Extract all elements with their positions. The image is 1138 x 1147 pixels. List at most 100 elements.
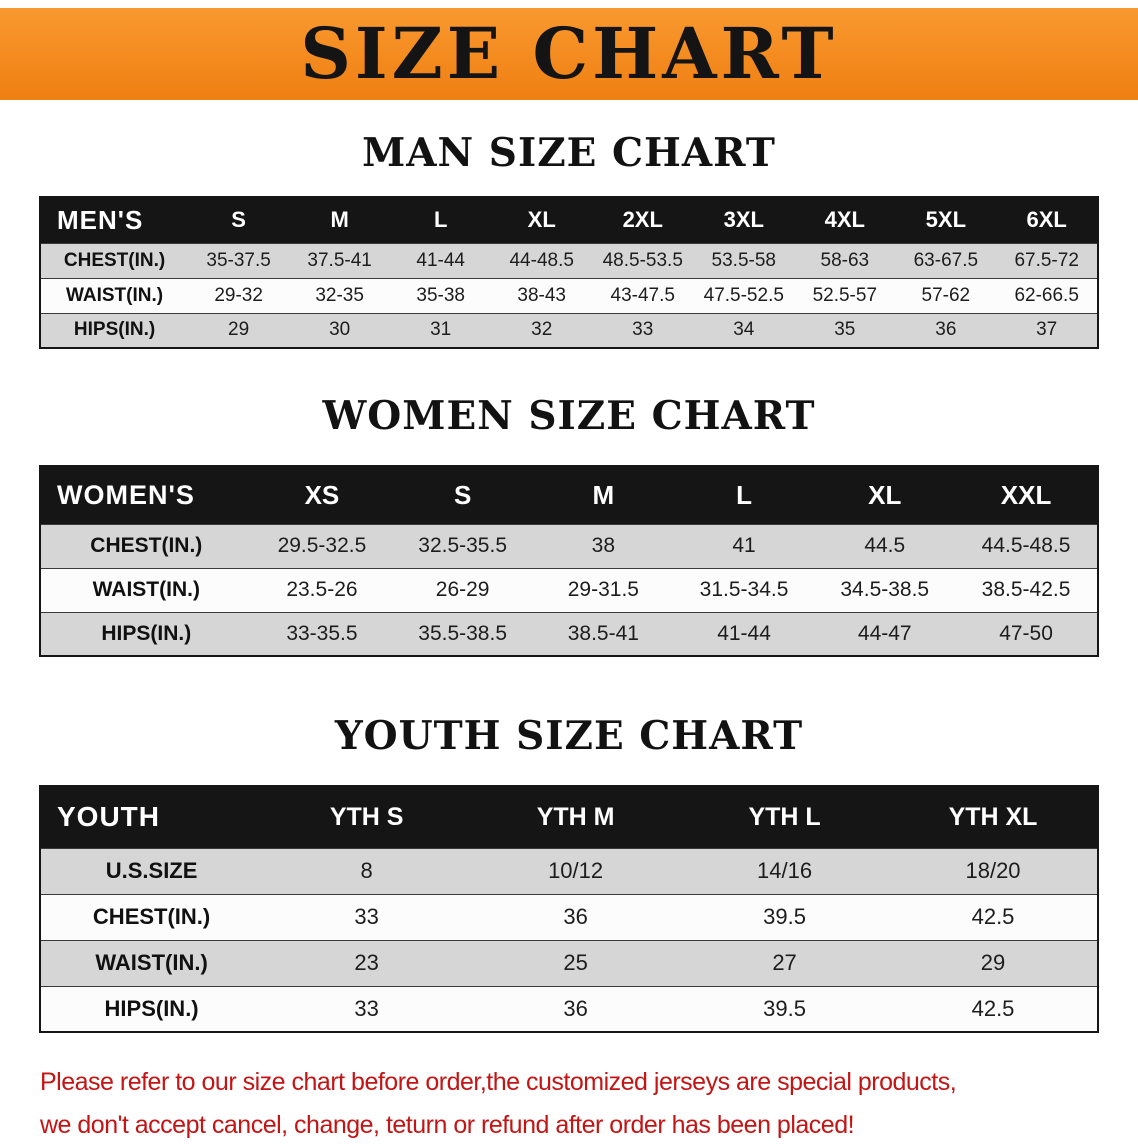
women-section-heading: WOMEN SIZE CHART xyxy=(322,393,816,439)
table-row-chest: CHEST(IN.) 29.5-32.5 32.5-35.5 38 41 44.… xyxy=(40,523,1098,568)
page-title: SIZE CHART xyxy=(300,12,838,95)
table-cell: 42.5 xyxy=(889,893,1098,940)
row-label: HIPS(IN.) xyxy=(40,312,189,348)
size-column-header: L xyxy=(673,466,815,524)
row-label: WAIST(IN.) xyxy=(40,567,252,612)
table-cell: 33-35.5 xyxy=(251,611,393,656)
table-cell: 29 xyxy=(889,939,1098,986)
table-cell: 29 xyxy=(188,312,290,348)
table-cell: 62-66.5 xyxy=(996,277,1098,313)
table-cell: 44.5 xyxy=(814,523,956,568)
table-cell: 25 xyxy=(471,939,681,986)
table-cell: 47-50 xyxy=(955,611,1098,656)
table-cell: 47.5-52.5 xyxy=(693,277,795,313)
banner: SIZE CHART xyxy=(0,8,1138,100)
size-column-header: 2XL xyxy=(592,197,694,243)
table-row-hips: HIPS(IN.) 33-35.5 35.5-38.5 38.5-41 41-4… xyxy=(40,611,1098,656)
table-cell: 37 xyxy=(996,312,1098,348)
table-cell: 44-47 xyxy=(814,611,956,656)
table-row-waist: WAIST(IN.) 29-32 32-35 35-38 38-43 43-47… xyxy=(40,277,1098,313)
table-cell: 32-35 xyxy=(289,277,391,313)
women-table-header-row: WOMEN'S XS S M L XL XXL xyxy=(40,466,1098,524)
table-row-hips: HIPS(IN.) 29 30 31 32 33 34 35 36 37 xyxy=(40,312,1098,348)
table-cell: 27 xyxy=(680,939,890,986)
table-cell: 37.5-41 xyxy=(289,242,391,278)
table-cell: 34.5-38.5 xyxy=(814,567,956,612)
size-column-header: YTH S xyxy=(262,786,472,848)
size-column-header: YTH L xyxy=(680,786,890,848)
table-cell: 38.5-41 xyxy=(533,611,674,656)
table-cell: 35-38 xyxy=(390,277,492,313)
table-cell: 58-63 xyxy=(794,242,896,278)
row-label: WAIST(IN.) xyxy=(40,277,189,313)
table-cell: 23.5-26 xyxy=(251,567,393,612)
row-label: CHEST(IN.) xyxy=(40,242,189,278)
size-column-header: XL xyxy=(491,197,593,243)
table-cell: 29.5-32.5 xyxy=(251,523,393,568)
table-row-us-size: U.S.SIZE 8 10/12 14/16 18/20 xyxy=(40,847,1098,894)
women-size-table: WOMEN'S XS S M L XL XXL CHEST(IN.) 29.5-… xyxy=(39,465,1099,657)
table-cell: 18/20 xyxy=(889,847,1098,894)
table-cell: 32 xyxy=(491,312,593,348)
table-cell: 26-29 xyxy=(392,567,533,612)
women-table-corner-label: WOMEN'S xyxy=(40,466,252,524)
table-cell: 29-31.5 xyxy=(533,567,674,612)
disclaimer-line-1: Please refer to our size chart before or… xyxy=(40,1068,957,1096)
table-cell: 30 xyxy=(289,312,391,348)
size-column-header: 3XL xyxy=(693,197,795,243)
table-cell: 29-32 xyxy=(188,277,290,313)
table-cell: 38.5-42.5 xyxy=(955,567,1098,612)
row-label: WAIST(IN.) xyxy=(40,939,263,986)
size-column-header: 5XL xyxy=(895,197,997,243)
table-cell: 36 xyxy=(895,312,997,348)
row-label: CHEST(IN.) xyxy=(40,893,263,940)
size-column-header: XL xyxy=(814,466,956,524)
table-cell: 44.5-48.5 xyxy=(955,523,1098,568)
table-cell: 31.5-34.5 xyxy=(673,567,815,612)
table-row-chest: CHEST(IN.) 35-37.5 37.5-41 41-44 44-48.5… xyxy=(40,242,1098,278)
size-column-header: 6XL xyxy=(996,197,1098,243)
table-row-hips: HIPS(IN.) 33 36 39.5 42.5 xyxy=(40,985,1098,1032)
size-column-header: M xyxy=(533,466,674,524)
youth-table-corner-label: YOUTH xyxy=(40,786,263,848)
table-row-waist: WAIST(IN.) 23.5-26 26-29 29-31.5 31.5-34… xyxy=(40,567,1098,612)
table-cell: 33 xyxy=(262,893,472,940)
table-cell: 10/12 xyxy=(471,847,681,894)
table-row-chest: CHEST(IN.) 33 36 39.5 42.5 xyxy=(40,893,1098,940)
table-cell: 57-62 xyxy=(895,277,997,313)
table-cell: 14/16 xyxy=(680,847,890,894)
row-label: U.S.SIZE xyxy=(40,847,263,894)
table-cell: 34 xyxy=(693,312,795,348)
men-size-table: MEN'S S M L XL 2XL 3XL 4XL 5XL 6XL CHEST… xyxy=(39,196,1099,349)
row-label: CHEST(IN.) xyxy=(40,523,252,568)
men-section-heading: MAN SIZE CHART xyxy=(362,130,776,176)
size-column-header: YTH M xyxy=(471,786,681,848)
table-cell: 67.5-72 xyxy=(996,242,1098,278)
table-cell: 35 xyxy=(794,312,896,348)
size-column-header: XS xyxy=(251,466,393,524)
men-table-header-row: MEN'S S M L XL 2XL 3XL 4XL 5XL 6XL xyxy=(40,197,1098,243)
table-cell: 32.5-35.5 xyxy=(392,523,533,568)
row-label: HIPS(IN.) xyxy=(40,611,252,656)
table-cell: 53.5-58 xyxy=(693,242,795,278)
size-column-header: S xyxy=(392,466,533,524)
youth-section-heading: YOUTH SIZE CHART xyxy=(334,713,804,759)
youth-size-table: YOUTH YTH S YTH M YTH L YTH XL U.S.SIZE … xyxy=(39,785,1099,1033)
table-cell: 35.5-38.5 xyxy=(392,611,533,656)
disclaimer-line-2: we don't accept cancel, change, teturn o… xyxy=(40,1111,855,1139)
table-cell: 38 xyxy=(533,523,674,568)
table-cell: 41-44 xyxy=(673,611,815,656)
table-cell: 39.5 xyxy=(680,985,890,1032)
table-row-waist: WAIST(IN.) 23 25 27 29 xyxy=(40,939,1098,986)
row-label: HIPS(IN.) xyxy=(40,985,263,1032)
size-column-header: M xyxy=(289,197,391,243)
size-column-header: XXL xyxy=(955,466,1098,524)
table-cell: 36 xyxy=(471,985,681,1032)
table-cell: 39.5 xyxy=(680,893,890,940)
size-column-header: S xyxy=(188,197,290,243)
size-column-header: 4XL xyxy=(794,197,896,243)
table-cell: 23 xyxy=(262,939,472,986)
table-cell: 35-37.5 xyxy=(188,242,290,278)
table-cell: 44-48.5 xyxy=(491,242,593,278)
table-cell: 52.5-57 xyxy=(794,277,896,313)
